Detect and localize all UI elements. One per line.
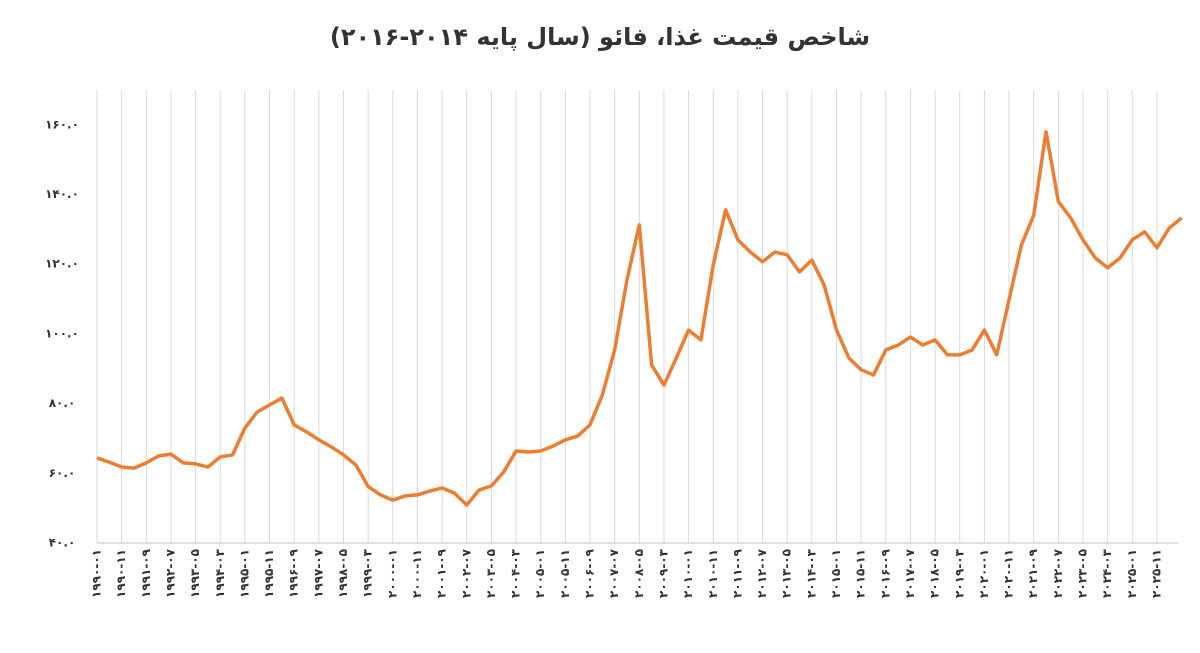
x-tick-label: ۱۹۹۸-۰۵ (336, 549, 350, 598)
x-tick-label: ۲۰۲۵-۰۱ (1125, 549, 1139, 598)
x-tick-label: ۲۰۱۲-۰۷ (755, 548, 769, 598)
x-tick-label: ۲۰۰۸-۰۵ (632, 549, 646, 598)
x-tick-label: ۲۰۰۰-۰۱ (385, 549, 399, 598)
x-tick-label: ۲۰۰۰-۱۱ (410, 549, 424, 598)
y-tick-label: ۱۲۰.۰ (45, 257, 79, 271)
x-tick-label: ۱۹۹۵-۱۱ (262, 549, 276, 598)
x-tick-label: ۲۰۲۱-۰۹ (1026, 548, 1040, 598)
x-tick-label: ۲۰۰۵-۱۱ (558, 549, 572, 598)
x-tick-label: ۱۹۹۲-۰۷ (163, 548, 177, 598)
x-tick-label: ۲۰۱۵-۰۱ (829, 549, 843, 598)
x-tick-label: ۱۹۹۷-۰۷ (311, 548, 325, 598)
x-tick-label: ۲۰۱۳-۰۵ (780, 549, 794, 598)
x-tick-label: ۱۹۹۶-۰۹ (287, 548, 301, 598)
x-tick-label: ۲۰۰۲-۰۷ (459, 548, 473, 598)
x-tick-label: ۱۹۹۳-۰۵ (188, 549, 202, 598)
x-tick-label: ۲۰۰۹-۰۳ (656, 548, 670, 598)
x-tick-label: ۱۹۹۵-۰۱ (237, 549, 251, 598)
chart-title: شاخص قیمت غذا، فائو (سال پایه ۲۰۱۴-۲۰۱۶) (330, 23, 870, 51)
y-tick-label: ۶۰.۰ (49, 466, 76, 480)
y-tick-label: ۴۰.۰ (49, 536, 76, 550)
x-tick-label: ۲۰۱۱-۰۹ (730, 548, 744, 598)
x-tick-label: ۱۹۹۰-۰۱ (90, 549, 104, 598)
x-tick-label: ۲۰۱۸-۰۵ (928, 549, 942, 598)
x-tick-label: ۲۰۲۰-۰۱ (977, 549, 991, 598)
x-tick-label: ۲۰۱۷-۰۷ (903, 548, 917, 598)
x-tick-label: ۱۹۹۴-۰۳ (213, 548, 227, 598)
x-tick-label: ۲۰۰۶-۰۹ (583, 548, 597, 598)
x-tick-label: ۲۰۰۵-۰۱ (533, 549, 547, 598)
x-tick-label: ۲۰۰۱-۰۹ (435, 548, 449, 598)
x-tick-label: ۲۰۲۳-۰۵ (1076, 549, 1090, 598)
x-tick-label: ۲۰۱۰-۰۱ (681, 549, 695, 598)
x-tick-label: ۲۰۲۲-۰۷ (1051, 548, 1065, 598)
x-tick-label: ۱۹۹۱-۰۹ (139, 548, 153, 598)
x-tick-label: ۲۰۱۰-۱۱ (706, 549, 720, 598)
x-tick-label: ۲۰۲۴-۰۳ (1100, 548, 1114, 598)
x-tick-label: ۱۹۹۰-۱۱ (114, 549, 128, 598)
x-tick-label: ۲۰۲۵-۱۱ (1149, 549, 1163, 598)
data-line (96, 130, 1183, 507)
x-tick-label: ۲۰۰۳-۰۵ (484, 549, 498, 598)
x-tick-label: ۲۰۰۴-۰۳ (509, 548, 523, 598)
y-tick-label: ۱۶۰.۰ (45, 117, 79, 131)
x-tick-label: ۲۰۱۹-۰۳ (952, 548, 966, 598)
x-tick-label: ۲۰۰۷-۰۷ (607, 548, 621, 598)
x-tick-label: ۱۹۹۹-۰۳ (361, 548, 375, 598)
x-tick-label: ۲۰۱۵-۱۱ (854, 549, 868, 598)
y-tick-label: ۱۴۰.۰ (45, 187, 79, 201)
y-tick-label: ۸۰.۰ (49, 396, 76, 410)
x-tick-label: ۲۰۱۶-۰۹ (878, 548, 892, 598)
y-tick-label: ۱۰۰.۰ (45, 326, 79, 340)
x-tick-label: ۲۰۲۰-۱۱ (1002, 549, 1016, 598)
x-tick-label: ۲۰۱۴-۰۳ (804, 548, 818, 598)
